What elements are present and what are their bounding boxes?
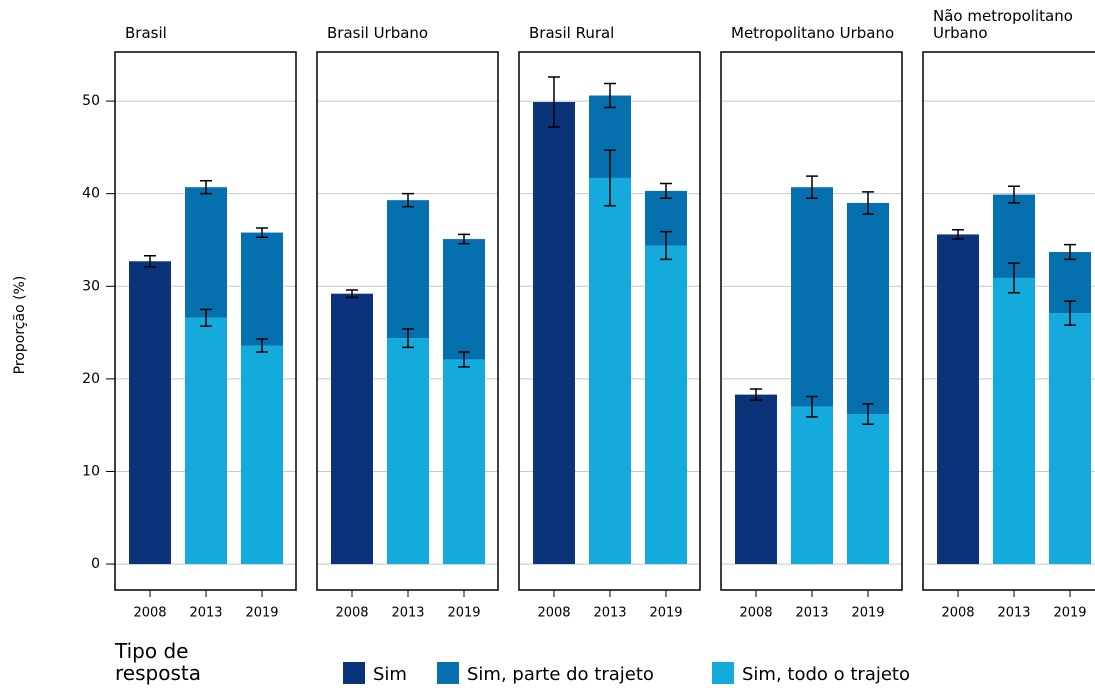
x-tick-label: 2013 <box>189 606 222 621</box>
error-bar <box>144 254 156 268</box>
legend-title: Tipo de resposta <box>115 639 201 685</box>
error-bar <box>548 76 560 128</box>
y-axis-label: Proporção (%) <box>12 276 28 375</box>
error-bar <box>458 233 470 245</box>
panel-title: Brasil Rural <box>529 24 615 42</box>
panel-title: Não metropolitano Urbano <box>933 7 1073 42</box>
bar-segment <box>735 394 777 565</box>
error-bar <box>458 351 470 368</box>
legend-label: Sim <box>373 664 407 685</box>
error-bar <box>862 403 874 425</box>
panel-title: Metropolitano Urbano <box>731 24 895 42</box>
x-tick-label: 2019 <box>649 606 682 621</box>
x-tick-label: 2013 <box>997 606 1030 621</box>
bar-segment <box>791 406 833 565</box>
error-bar <box>1008 185 1020 204</box>
panel-frame <box>922 51 1095 591</box>
error-bar <box>952 229 964 240</box>
legend-swatch <box>712 662 734 684</box>
bar-segment <box>129 261 171 565</box>
bar-segment <box>791 187 833 407</box>
x-tick-label: 2019 <box>245 606 278 621</box>
error-bar <box>604 82 616 109</box>
y-tick-label: 30 <box>82 278 100 294</box>
error-bar <box>660 230 672 261</box>
error-bar <box>806 395 818 418</box>
error-bar <box>256 338 268 353</box>
bar-segment <box>443 239 485 360</box>
panel-frame <box>518 51 701 591</box>
bar-segment <box>993 277 1035 565</box>
bar-segment <box>241 232 283 346</box>
bar-segment <box>589 177 631 565</box>
x-tick-label: 2008 <box>133 606 166 621</box>
error-bar <box>346 289 358 299</box>
legend-label: Sim, todo o trajeto <box>742 664 910 685</box>
bar-segment <box>847 414 889 565</box>
x-tick-label: 2008 <box>941 606 974 621</box>
x-tick-label: 2013 <box>391 606 424 621</box>
bar-segment <box>1049 313 1091 565</box>
x-tick-label: 2008 <box>739 606 772 621</box>
x-tick-label: 2019 <box>851 606 884 621</box>
x-tick-label: 2019 <box>1053 606 1086 621</box>
panel-frame <box>114 51 297 591</box>
error-bar <box>1064 300 1076 326</box>
y-tick-label: 20 <box>82 371 100 387</box>
bar-segment <box>937 234 979 565</box>
panel-frame <box>316 51 499 591</box>
error-bar <box>806 175 818 200</box>
y-tick-label: 10 <box>82 463 100 479</box>
y-tick-label: 0 <box>91 556 100 572</box>
bar-segment <box>387 338 429 565</box>
legend-swatch <box>437 662 459 684</box>
panel-title: Brasil <box>125 24 167 42</box>
bar-segment <box>847 202 889 415</box>
error-bar <box>200 308 212 327</box>
error-bar <box>402 192 414 208</box>
y-tick-label: 40 <box>82 186 100 202</box>
bar-segment <box>331 293 373 565</box>
error-bar <box>256 227 268 238</box>
bar-segment <box>185 187 227 318</box>
x-tick-label: 2013 <box>795 606 828 621</box>
error-bar <box>862 191 874 215</box>
legend-label: Sim, parte do trajeto <box>467 664 654 685</box>
legend-swatch <box>343 662 365 684</box>
error-bar <box>200 179 212 195</box>
error-bar <box>750 388 762 401</box>
panel-title: Brasil Urbano <box>327 24 429 42</box>
y-tick-label: 50 <box>82 93 100 109</box>
x-tick-label: 2008 <box>537 606 570 621</box>
panel-frame <box>720 51 903 591</box>
x-tick-label: 2013 <box>593 606 626 621</box>
error-bar <box>402 328 414 349</box>
bar-segment <box>387 200 429 339</box>
bar-segment <box>533 102 575 565</box>
bar-segment <box>645 245 687 565</box>
x-tick-label: 2008 <box>335 606 368 621</box>
bar-segment <box>185 317 227 565</box>
error-bar <box>604 149 616 207</box>
error-bar <box>660 182 672 200</box>
bar-segment <box>241 345 283 565</box>
bar-segment <box>443 359 485 565</box>
x-tick-label: 2019 <box>447 606 480 621</box>
error-bar <box>1064 243 1076 261</box>
error-bar <box>1008 262 1020 294</box>
